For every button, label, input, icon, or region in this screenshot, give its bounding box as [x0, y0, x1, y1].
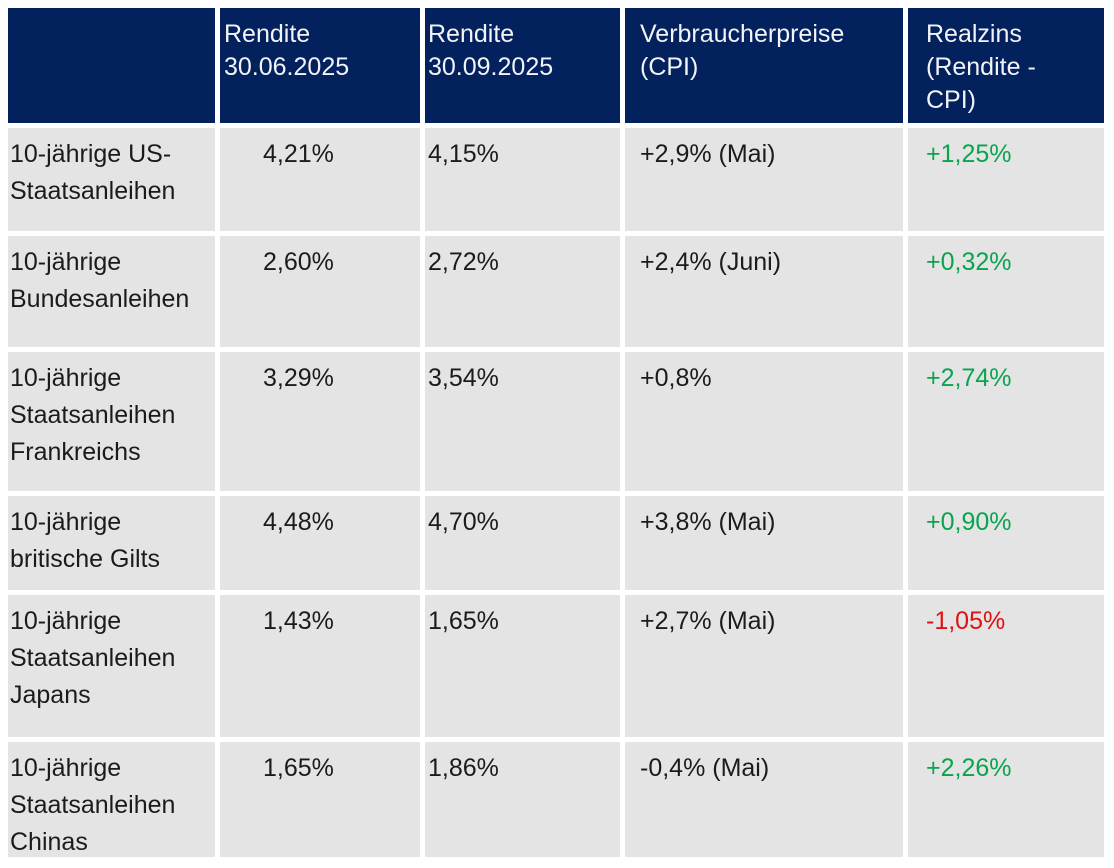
realzins-value: +0,90%	[908, 496, 1104, 590]
realzins-value: +2,74%	[908, 352, 1104, 491]
cpi-value: +3,8% (Mai)	[625, 496, 903, 590]
bond-label-frankreich: 10-jährige Staatsanleihen Frankreichs	[8, 352, 215, 491]
header-cell-verbraucherpreise-cpi: Verbraucherpreise (CPI)	[625, 8, 903, 123]
bond-yield-table: Rendite 30.06.2025 Rendite 30.09.2025 Ve…	[8, 8, 1104, 857]
rendite-30-09-value: 4,70%	[425, 496, 620, 590]
bond-label-china: 10-jährige Staatsanleihen Chinas	[8, 742, 215, 857]
realzins-value: +2,26%	[908, 742, 1104, 857]
header-cell-realzins: Realzins (Rendite - CPI)	[908, 8, 1104, 123]
rendite-30-09-value: 1,65%	[425, 595, 620, 737]
realzins-value: -1,05%	[908, 595, 1104, 737]
cpi-value: -0,4% (Mai)	[625, 742, 903, 857]
realzins-value: +0,32%	[908, 236, 1104, 347]
rendite-30-06-value: 4,21%	[220, 128, 420, 231]
cpi-value: +2,9% (Mai)	[625, 128, 903, 231]
rendite-30-09-value: 2,72%	[425, 236, 620, 347]
rendite-30-06-value: 1,43%	[220, 595, 420, 737]
header-cell-empty	[8, 8, 215, 123]
header-cell-rendite-30-06-2025: Rendite 30.06.2025	[220, 8, 420, 123]
bond-label-bund: 10-jährige Bundesanleihen	[8, 236, 215, 347]
cpi-value: +0,8%	[625, 352, 903, 491]
rendite-30-06-value: 4,48%	[220, 496, 420, 590]
bond-label-us: 10-jährige US- Staatsanleihen	[8, 128, 215, 231]
realzins-value: +1,25%	[908, 128, 1104, 231]
rendite-30-06-value: 1,65%	[220, 742, 420, 857]
cpi-value: +2,4% (Juni)	[625, 236, 903, 347]
bond-label-japan: 10-jährige Staatsanleihen Japans	[8, 595, 215, 737]
rendite-30-09-value: 3,54%	[425, 352, 620, 491]
bond-label-gilts: 10-jährige britische Gilts	[8, 496, 215, 590]
rendite-30-06-value: 2,60%	[220, 236, 420, 347]
rendite-30-09-value: 4,15%	[425, 128, 620, 231]
header-cell-rendite-30-09-2025: Rendite 30.09.2025	[425, 8, 620, 123]
rendite-30-06-value: 3,29%	[220, 352, 420, 491]
rendite-30-09-value: 1,86%	[425, 742, 620, 857]
cpi-value: +2,7% (Mai)	[625, 595, 903, 737]
